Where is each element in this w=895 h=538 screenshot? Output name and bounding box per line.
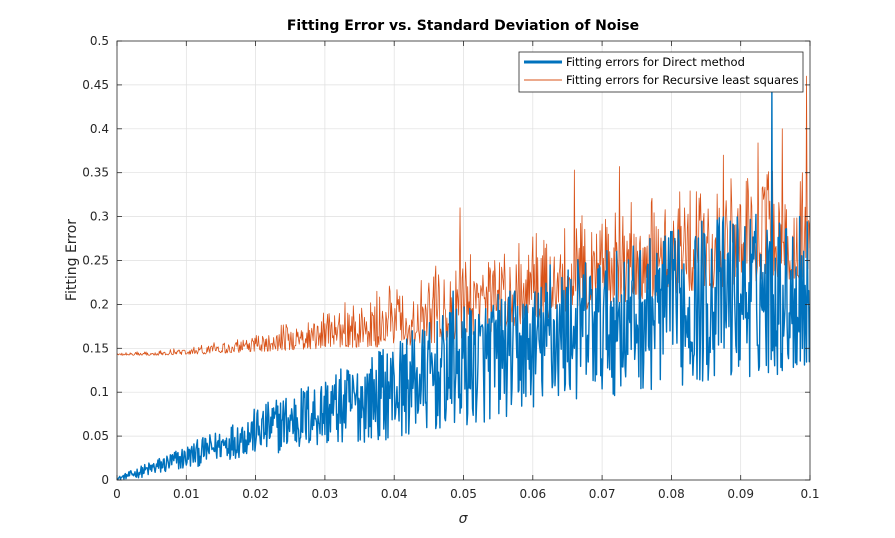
x-tick-label: 0.02: [242, 487, 269, 501]
legend-box: [518, 51, 804, 93]
y-tick-label: 0: [101, 473, 109, 487]
ticks: 0 0.01 0.02 0.03 0.04 0.05 0.06 0.07 0.08 0.09 0.1…: [82, 34, 819, 501]
y-tick-label: 0.4: [90, 122, 109, 136]
x-tick-label: 0.09: [727, 487, 754, 501]
legend-label-direct: Fitting errors for Direct method: [566, 55, 745, 69]
y-tick-label: 0.15: [82, 341, 109, 355]
x-tick-label: 0.06: [519, 487, 546, 501]
y-tick-label: 0.05: [82, 429, 109, 443]
y-tick-label: 0.25: [82, 254, 109, 268]
legend[interactable]: Fitting errors for Direct method Fitting…: [518, 51, 804, 93]
x-tick-label: 0.05: [450, 487, 477, 501]
x-tick-label: 0.03: [312, 487, 339, 501]
y-tick-label: 0.5: [90, 34, 109, 48]
y-axis-label: Fitting Error: [64, 219, 80, 301]
x-tick-label: 0.08: [658, 487, 685, 501]
series-layer: [117, 75, 810, 480]
x-tick-label: 0.01: [173, 487, 200, 501]
x-tick-label: 0.04: [381, 487, 408, 501]
series-direct-line: [117, 84, 810, 480]
x-tick-label: 0.07: [589, 487, 616, 501]
y-tick-label: 0.2: [90, 297, 109, 311]
x-tick-label: 0.1: [800, 487, 819, 501]
y-tick-label: 0.3: [90, 210, 109, 224]
y-tick-label: 0.35: [82, 166, 109, 180]
y-tick-label: 0.1: [90, 385, 109, 399]
legend-label-rls: Fitting errors for Recursive least squar…: [566, 73, 799, 87]
x-axis-label: σ: [459, 511, 469, 527]
y-tick-label: 0.45: [82, 78, 109, 92]
chart-title: Fitting Error vs. Standard Deviation of …: [287, 18, 639, 34]
x-tick-label: 0: [113, 487, 121, 501]
